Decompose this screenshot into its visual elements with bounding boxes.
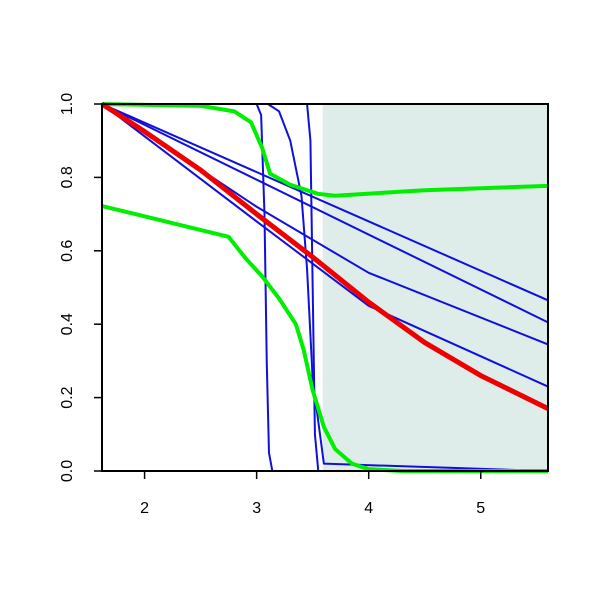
x-tick-label: 5 [476,500,485,517]
series-line [101,103,549,302]
y-tick-label: 0.4 [59,313,76,335]
plot-frame [101,103,549,472]
y-tick-label: 0.8 [59,166,76,188]
series-line [102,103,549,472]
y-tick-label: 0.6 [59,240,76,262]
series-line [101,204,548,473]
y-tick-label: 0.0 [59,460,76,482]
series-line [102,103,548,472]
y-tick-label: 0.2 [59,386,76,408]
series-line [101,103,549,324]
shaded-region [322,104,548,471]
x-tick-label: 3 [252,500,261,517]
series-line [100,101,550,411]
y-tick-label: 1.0 [59,93,76,115]
x-tick-label: 2 [140,500,149,517]
series-line [101,102,549,198]
x-tick-label: 4 [364,500,373,517]
